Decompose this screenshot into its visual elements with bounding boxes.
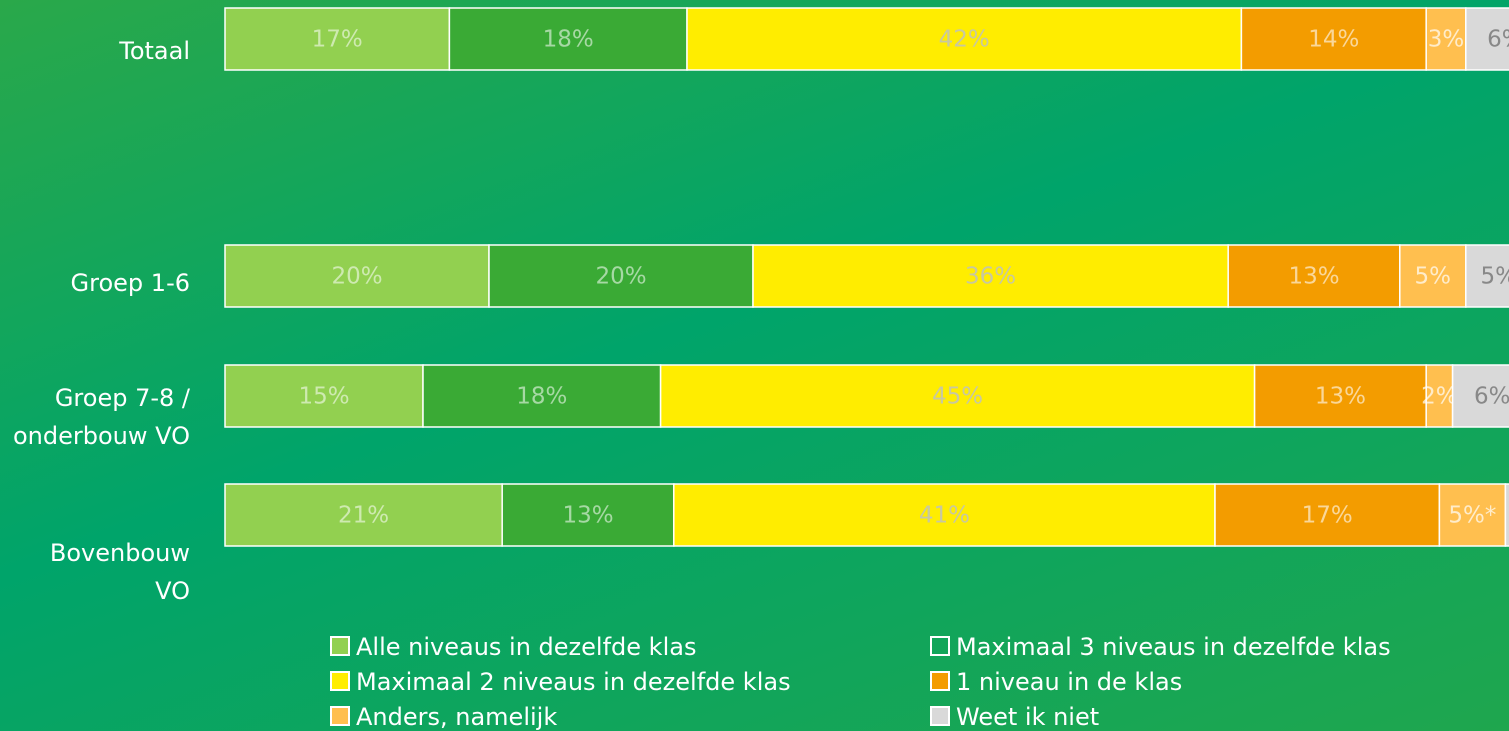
bar-segment <box>686 7 1243 71</box>
legend-label: 1 niveau in de klas <box>956 668 1183 696</box>
bar-segment <box>224 7 451 71</box>
bar-segment <box>1504 483 1509 547</box>
bar-segment <box>422 364 662 428</box>
data-label: 6% <box>1474 384 1509 410</box>
data-label: 5%* <box>1448 503 1496 529</box>
bar-segment <box>1425 364 1454 428</box>
data-label: 20% <box>331 264 382 290</box>
data-label: 45% <box>932 384 983 410</box>
data-label: 3% <box>1428 27 1465 53</box>
data-label: 13% <box>1288 264 1339 290</box>
legend-swatch <box>930 636 950 656</box>
data-label: 5% <box>1481 264 1509 290</box>
bar-segment <box>673 483 1216 547</box>
data-label: 41% <box>919 503 970 529</box>
legend-label: Weet ik niet <box>956 703 1100 731</box>
data-label: 36% <box>965 264 1016 290</box>
legend-label: Alle niveaus in dezelfde klas <box>356 633 697 661</box>
data-label: 18% <box>516 384 567 410</box>
data-label: 20% <box>595 264 646 290</box>
legend-item: Weet ik niet <box>930 700 1099 731</box>
data-label: 13% <box>1315 384 1366 410</box>
bar-segment <box>224 364 424 428</box>
bar-segment <box>1214 483 1441 547</box>
category-label: Bovenbouw VO <box>49 539 190 605</box>
data-label: 6% <box>1487 27 1509 53</box>
legend-item: Anders, namelijk <box>330 700 557 731</box>
data-label: 17% <box>312 27 363 53</box>
legend-item: 1 niveau in de klas <box>930 665 1182 699</box>
data-label: 14% <box>1308 27 1359 53</box>
bar-segment <box>1465 244 1509 308</box>
data-label: 18% <box>543 27 594 53</box>
category-label: Totaal <box>119 37 190 65</box>
data-label: 17% <box>1302 503 1353 529</box>
legend-swatch <box>330 706 350 726</box>
data-label: 2% <box>1421 384 1458 410</box>
legend-item: Maximaal 3 niveaus in dezelfde klas <box>930 630 1391 664</box>
legend-label: Maximaal 3 niveaus in dezelfde klas <box>956 633 1391 661</box>
bar-segment <box>1451 364 1509 428</box>
category-label: Groep 7-8 / onderbouw VO <box>12 384 190 450</box>
legend-swatch <box>330 671 350 691</box>
category-label: Groep 1-6 <box>70 269 190 297</box>
legend-label: Anders, namelijk <box>356 703 558 731</box>
legend-swatch <box>930 671 950 691</box>
data-label: 13% <box>562 503 613 529</box>
bar-segment <box>1227 244 1401 308</box>
legend-item: Alle niveaus in dezelfde klas <box>330 630 696 664</box>
legend-item: Maximaal 2 niveaus in dezelfde klas <box>330 665 791 699</box>
data-label: 21% <box>338 503 389 529</box>
legend-label: Maximaal 2 niveaus in dezelfde klas <box>356 668 791 696</box>
bar-segment <box>448 7 688 71</box>
bar-segment <box>501 483 675 547</box>
legend-swatch <box>330 636 350 656</box>
data-label: 15% <box>298 384 349 410</box>
bar-segment <box>1399 244 1467 308</box>
bar-segment <box>224 244 490 308</box>
bar-segment <box>1438 483 1507 547</box>
data-label: 5% <box>1415 264 1452 290</box>
legend-swatch <box>930 706 950 726</box>
bar-segment <box>1425 7 1467 71</box>
data-label: 42% <box>939 27 990 53</box>
bar-segment <box>1253 364 1427 428</box>
bar-segment <box>659 364 1256 428</box>
bar-segment <box>1465 7 1509 71</box>
